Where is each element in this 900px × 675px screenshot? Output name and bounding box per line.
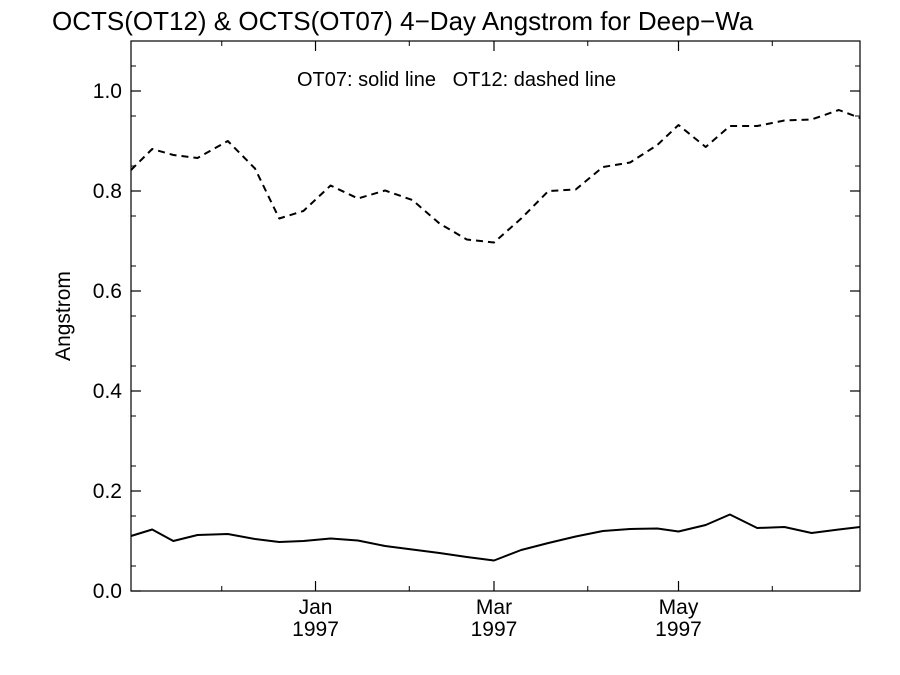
series-layer xyxy=(130,109,861,562)
x-tick-label-month: May xyxy=(659,596,699,619)
y-tick-label: 1.0 xyxy=(93,80,122,103)
y-tick-label: 0.8 xyxy=(93,180,122,203)
y-tick-label: 0.6 xyxy=(93,280,122,303)
y-tick-label: 0.0 xyxy=(93,580,122,603)
x-tick-label-year: 1997 xyxy=(655,618,702,641)
plot-border xyxy=(130,40,861,592)
x-tick-label-year: 1997 xyxy=(292,618,339,641)
y-tick-label: 0.4 xyxy=(93,380,123,403)
legend-annotation: OT07: solid line OT12: dashed line xyxy=(297,69,616,91)
y-tick-label: 0.2 xyxy=(93,480,122,503)
y-axis-label: Angstrom xyxy=(52,271,75,361)
y-axis: 0.0 0.2 0.4 0.6 0.8 1.0 xyxy=(93,80,860,603)
chart-title: OCTS(OT12) & OCTS(OT07) 4−Day Angstrom f… xyxy=(52,6,754,36)
series-line-ot12 xyxy=(130,109,861,244)
x-tick-label-month: Jan xyxy=(299,596,333,619)
x-tick-label-year: 1997 xyxy=(471,618,518,641)
x-tick-label-month: Mar xyxy=(476,596,512,619)
plot-frame xyxy=(130,40,861,592)
series-line-ot07 xyxy=(130,513,861,562)
minor-ticks xyxy=(131,41,860,591)
